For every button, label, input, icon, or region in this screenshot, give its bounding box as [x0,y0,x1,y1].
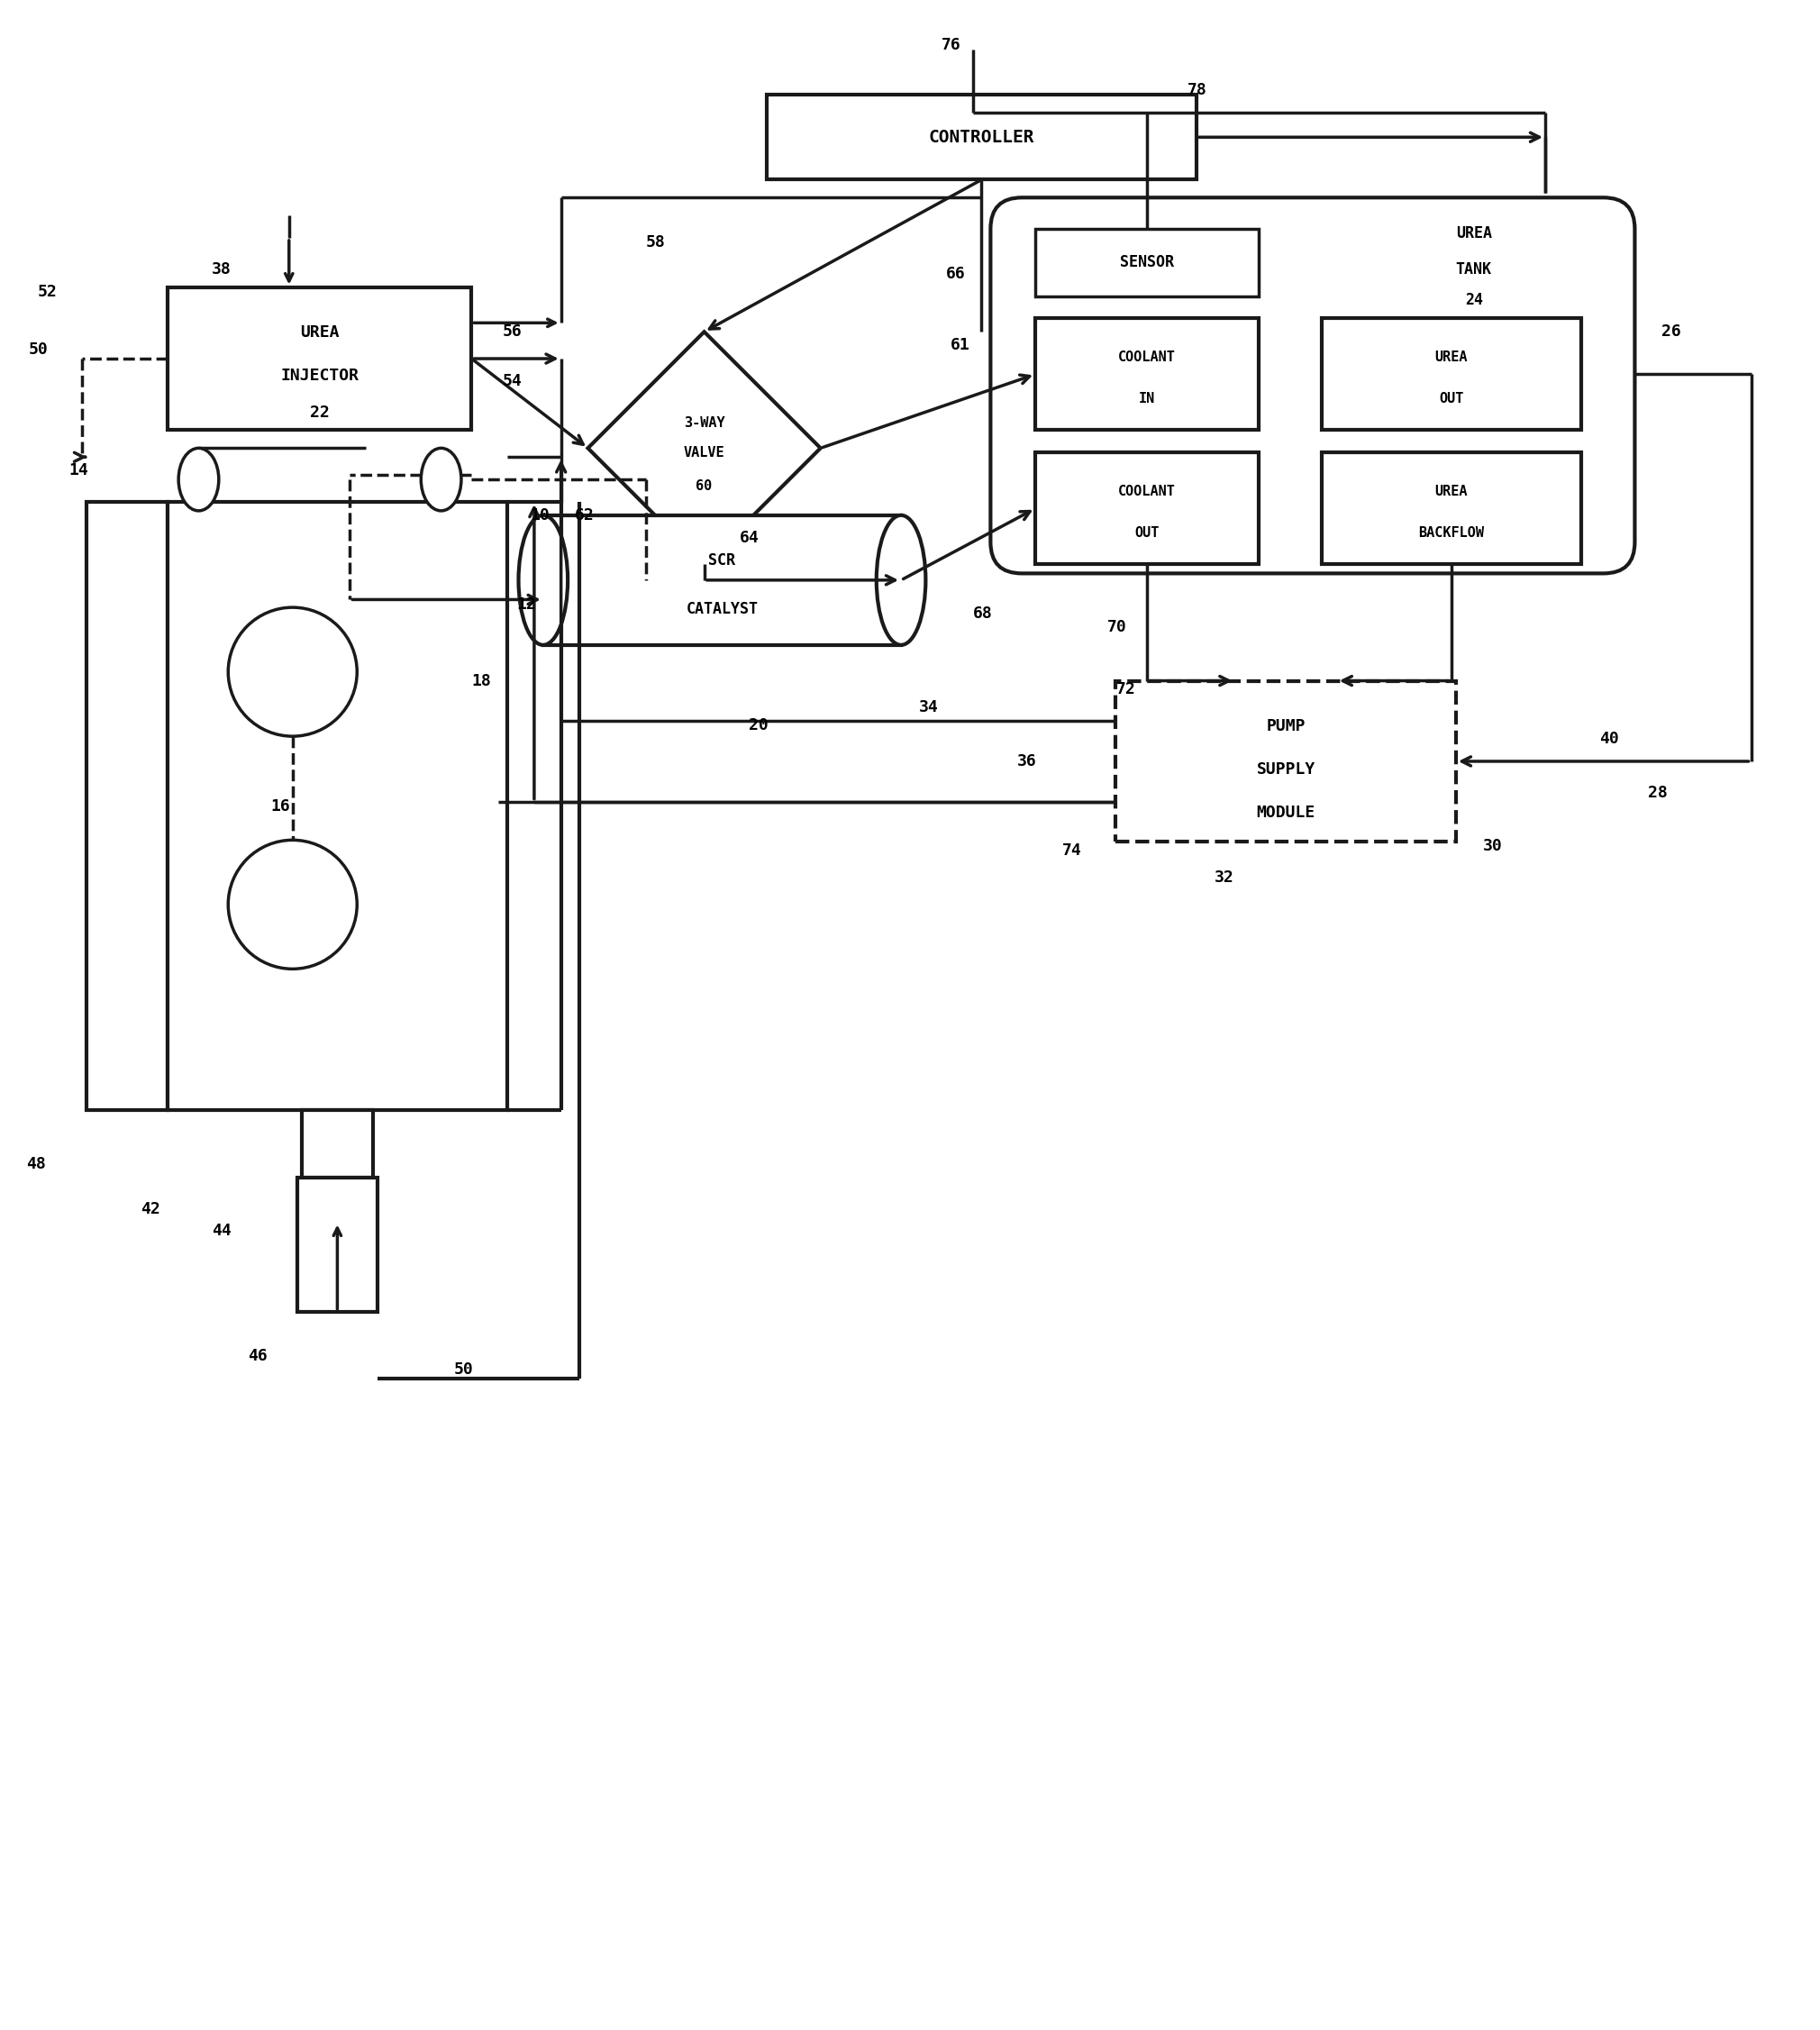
Ellipse shape [519,516,568,646]
Text: 26: 26 [1662,323,1682,339]
Text: 44: 44 [213,1222,231,1238]
Text: 62: 62 [575,508,593,524]
Bar [1036,229,1259,296]
Text: 24: 24 [1465,292,1483,309]
Text: COOLANT: COOLANT [1117,485,1176,499]
Text: MODULE: MODULE [1256,804,1316,820]
Text: 74: 74 [1063,842,1081,859]
Text: 12: 12 [517,597,535,613]
Text: SENSOR: SENSOR [1119,254,1174,270]
Text: UREA: UREA [300,325,339,341]
Text: CATALYST: CATALYST [686,601,759,617]
Text: 56: 56 [502,323,522,339]
Text: 28: 28 [1649,784,1667,800]
Text: 50: 50 [29,341,47,357]
Bar [167,286,471,430]
Text: 16: 16 [269,798,289,814]
Text: 36: 36 [1017,753,1037,769]
Text: 42: 42 [140,1200,160,1216]
Text: 52: 52 [38,284,56,300]
Bar [766,95,1196,181]
Text: UREA: UREA [1456,225,1492,242]
Text: 64: 64 [741,530,759,546]
Text: UREA: UREA [1434,351,1467,363]
Text: BACKFLOW: BACKFLOW [1418,526,1485,540]
Text: 38: 38 [213,262,231,278]
Text: 40: 40 [1600,731,1618,747]
Text: CONTROLLER: CONTROLLER [928,128,1034,146]
Text: 72: 72 [1116,682,1136,698]
Polygon shape [588,331,821,564]
Bar [1321,319,1582,430]
Bar [1116,680,1456,842]
Text: SCR: SCR [708,552,735,568]
Text: PUMP: PUMP [1267,719,1305,735]
Text: 68: 68 [972,605,992,621]
Text: OUT: OUT [1440,392,1463,406]
Text: 61: 61 [950,337,970,353]
Text: 46: 46 [248,1348,268,1364]
Text: COOLANT: COOLANT [1117,351,1176,363]
Text: 66: 66 [946,266,965,282]
Text: 78: 78 [1187,81,1207,97]
FancyBboxPatch shape [990,197,1634,572]
Bar [1036,453,1259,564]
Text: 20: 20 [750,717,768,733]
Bar [1321,453,1582,564]
Bar [542,516,901,646]
Text: 60: 60 [695,479,712,493]
Text: 10: 10 [530,508,550,524]
Text: 76: 76 [941,37,961,53]
Text: 58: 58 [646,233,666,250]
Text: 32: 32 [1214,869,1234,885]
Bar [302,1110,373,1177]
Text: 3-WAY: 3-WAY [684,416,724,430]
Bar [297,1177,377,1311]
Text: OUT: OUT [1136,526,1159,540]
Ellipse shape [877,516,926,646]
Text: 30: 30 [1483,838,1502,855]
Bar [1036,319,1259,430]
Text: 50: 50 [453,1362,473,1378]
Text: VALVE: VALVE [684,447,724,459]
Text: 54: 54 [502,374,522,390]
Bar [167,501,508,1110]
Text: UREA: UREA [1434,485,1467,499]
Text: 48: 48 [25,1155,46,1171]
Text: 70: 70 [1107,619,1127,635]
Text: 22: 22 [309,404,329,420]
Circle shape [228,607,357,737]
Ellipse shape [178,449,218,512]
Circle shape [228,840,357,968]
Text: TANK: TANK [1456,262,1492,278]
Text: IN: IN [1139,392,1156,406]
Text: 18: 18 [471,672,491,688]
Bar [87,501,167,1110]
Text: SUPPLY: SUPPLY [1256,761,1316,777]
Text: 14: 14 [69,463,89,479]
Text: 34: 34 [919,700,939,717]
Text: INJECTOR: INJECTOR [280,367,359,384]
Ellipse shape [420,449,460,512]
